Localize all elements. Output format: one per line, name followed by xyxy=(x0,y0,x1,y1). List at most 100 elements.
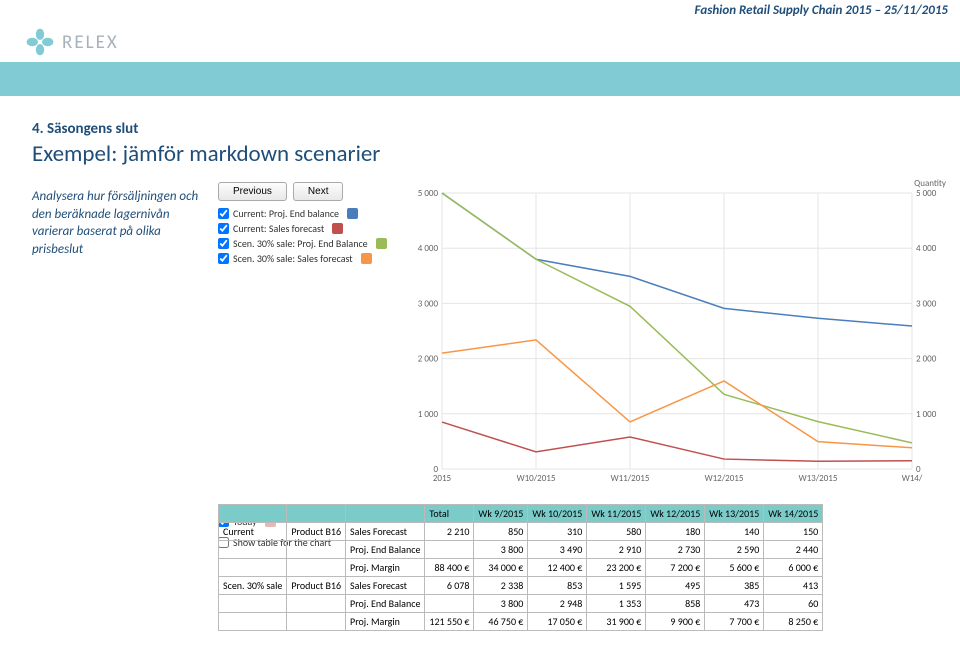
table-cell: 7 700 € xyxy=(705,613,764,631)
table-cell: Proj. Margin xyxy=(346,613,425,631)
table-cell: Proj. End Balance xyxy=(346,541,425,559)
svg-text:2 000: 2 000 xyxy=(916,354,937,365)
svg-text:5 000: 5 000 xyxy=(418,188,439,199)
table-cell: Proj. Margin xyxy=(346,559,425,577)
table-row: Proj. Margin88 400 €34 000 €12 400 €23 2… xyxy=(219,559,823,577)
svg-text:W11/2015: W11/2015 xyxy=(611,473,650,484)
table-cell: 9 900 € xyxy=(646,613,705,631)
svg-text:5 000: 5 000 xyxy=(916,188,937,199)
table-cell: 473 xyxy=(705,595,764,613)
legend-checkbox[interactable] xyxy=(218,223,229,234)
table-cell: 2 338 xyxy=(474,577,528,595)
table-cell: 8 250 € xyxy=(764,613,823,631)
table-row: Proj. End Balance 3 8003 4902 9102 7302 5… xyxy=(219,541,823,559)
table-cell xyxy=(219,595,287,613)
table-cell: 6 000 € xyxy=(764,559,823,577)
table-cell xyxy=(287,595,346,613)
table-cell: 2 948 xyxy=(528,595,587,613)
svg-text:2015: 2015 xyxy=(433,473,452,484)
table-header xyxy=(346,505,425,523)
table-header xyxy=(287,505,346,523)
table-cell: 46 750 € xyxy=(474,613,528,631)
table-cell: 2 730 xyxy=(646,541,705,559)
table-header-row: TotalWk 9/2015Wk 10/2015Wk 11/2015Wk 12/… xyxy=(219,505,823,523)
table-cell: 88 400 € xyxy=(425,559,474,577)
table-cell xyxy=(219,541,287,559)
table-row: Proj. Margin121 550 €46 750 €17 050 €31 … xyxy=(219,613,823,631)
table-header: Wk 12/2015 xyxy=(646,505,705,523)
table-cell xyxy=(287,559,346,577)
table-cell xyxy=(425,541,474,559)
chart-svg: 001 0001 0002 0002 0003 0003 0004 0004 0… xyxy=(410,182,948,492)
table-cell: 310 xyxy=(528,523,587,541)
table-row: Scen. 30% saleProduct B16Sales Forecast6… xyxy=(219,577,823,595)
legend-checkbox[interactable] xyxy=(218,238,229,249)
table-header: Wk 13/2015 xyxy=(705,505,764,523)
logo: RELEX xyxy=(26,28,119,56)
event-title: Fashion Retail Supply Chain 2015 – 25/11… xyxy=(695,3,948,18)
svg-text:1 000: 1 000 xyxy=(418,409,439,420)
svg-text:W14/: W14/ xyxy=(902,473,923,484)
table-cell: 495 xyxy=(646,577,705,595)
table-header: Wk 10/2015 xyxy=(528,505,587,523)
table-cell xyxy=(219,613,287,631)
table-cell: 2 910 xyxy=(587,541,646,559)
table-cell: 2 590 xyxy=(705,541,764,559)
table-cell: 12 400 € xyxy=(528,559,587,577)
table-cell: 150 xyxy=(764,523,823,541)
legend-checkbox[interactable] xyxy=(218,253,229,264)
table-row: Proj. End Balance3 8002 9481 35385847360 xyxy=(219,595,823,613)
table-cell: 3 800 xyxy=(474,541,528,559)
table-cell: Product B16 xyxy=(287,577,346,595)
table-cell: 60 xyxy=(764,595,823,613)
svg-text:4 000: 4 000 xyxy=(418,243,439,254)
svg-text:3 000: 3 000 xyxy=(916,298,937,309)
legend-swatch xyxy=(332,223,343,234)
table-cell: 180 xyxy=(646,523,705,541)
table-cell: 17 050 € xyxy=(528,613,587,631)
table-cell: 2 210 xyxy=(425,523,474,541)
table-cell: 1 353 xyxy=(587,595,646,613)
table-cell: 140 xyxy=(705,523,764,541)
legend-checkbox[interactable] xyxy=(218,208,229,219)
chart: Quantity 001 0001 0002 0002 0003 0003 00… xyxy=(410,182,948,492)
table-cell: 853 xyxy=(528,577,587,595)
table-cell: Sales Forecast xyxy=(346,523,425,541)
table-cell: Sales Forecast xyxy=(346,577,425,595)
table-cell: Product B16 xyxy=(287,523,346,541)
table-cell: Current xyxy=(219,523,287,541)
ribbon xyxy=(0,62,960,96)
table-cell: 2 440 xyxy=(764,541,823,559)
next-button[interactable]: Next xyxy=(293,182,344,201)
table-cell xyxy=(219,559,287,577)
logo-text: RELEX xyxy=(62,31,119,54)
table-cell: Proj. End Balance xyxy=(346,595,425,613)
table-header: Wk 11/2015 xyxy=(587,505,646,523)
legend-label: Current: Proj. End balance xyxy=(233,207,339,220)
table-cell: 385 xyxy=(705,577,764,595)
legend-swatch xyxy=(361,253,372,264)
page-title: Exempel: jämför markdown scenarier xyxy=(32,140,948,168)
table-cell: 413 xyxy=(764,577,823,595)
table-row: CurrentProduct B16Sales Forecast2 210850… xyxy=(219,523,823,541)
table-cell: 3 800 xyxy=(474,595,528,613)
svg-text:W12/2015: W12/2015 xyxy=(705,473,744,484)
chart-ylabel: Quantity xyxy=(914,178,946,189)
table-cell: 121 550 € xyxy=(425,613,474,631)
description: Analysera hur försäljningen och den berä… xyxy=(32,188,202,258)
table-cell xyxy=(425,595,474,613)
table-cell: 34 000 € xyxy=(474,559,528,577)
table-cell xyxy=(287,613,346,631)
previous-button[interactable]: Previous xyxy=(218,182,287,201)
table-header: Wk 14/2015 xyxy=(764,505,823,523)
table-header: Total xyxy=(425,505,474,523)
table-header xyxy=(219,505,287,523)
table-cell: Scen. 30% sale xyxy=(219,577,287,595)
chart-panel: Previous Next Current: Proj. End balance… xyxy=(218,182,950,551)
table-cell xyxy=(287,541,346,559)
legend-label: Scen. 30% sale: Proj. End Balance xyxy=(233,237,368,250)
table-cell: 3 490 xyxy=(528,541,587,559)
legend-label: Scen. 30% sale: Sales forecast xyxy=(233,252,353,265)
legend-label: Current: Sales forecast xyxy=(233,222,324,235)
svg-text:W10/2015: W10/2015 xyxy=(517,473,556,484)
